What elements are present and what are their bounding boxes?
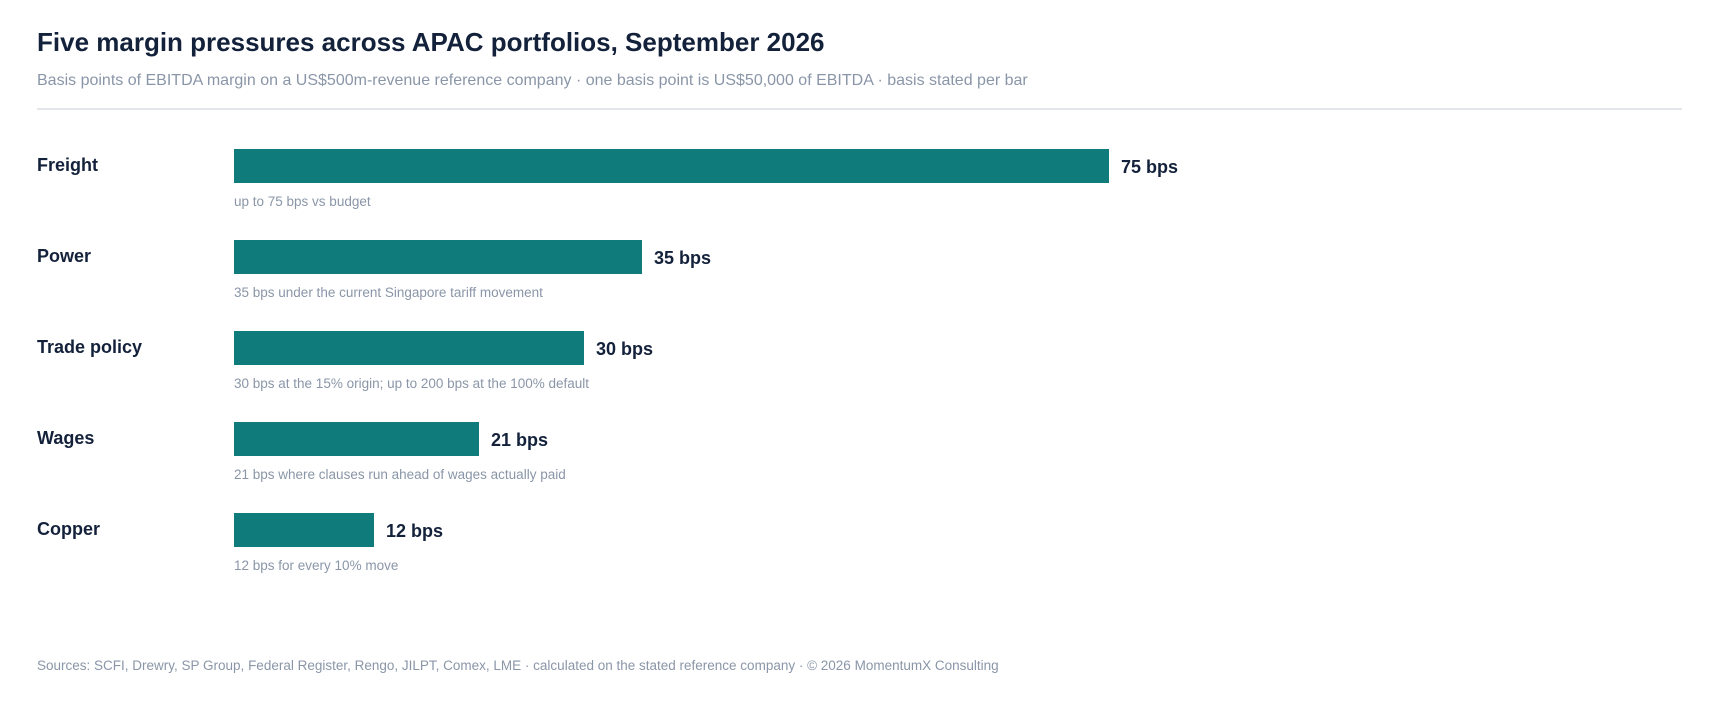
- bar-note: 30 bps at the 15% origin; up to 200 bps …: [234, 376, 590, 391]
- bar-note: 12 bps for every 10% move: [234, 558, 399, 573]
- chart-title: Five margin pressures across APAC portfo…: [37, 27, 825, 57]
- chart-subtitle: Basis points of EBITDA margin on a US$50…: [37, 72, 1028, 89]
- bar-note: up to 75 bps vs budget: [234, 194, 371, 209]
- bar-row-trade-policy: Trade policy 30 bps 30 bps at the 15% orig…: [0, 331, 1719, 411]
- bar-row-power: Power 35 bps 35 bps under the current Sing…: [0, 240, 1719, 320]
- value-label: 75 bps: [1121, 157, 1179, 177]
- category-label: Wages: [37, 428, 95, 448]
- category-label: Trade policy: [37, 337, 143, 357]
- value-label: 12 bps: [386, 521, 444, 541]
- bar-trade-policy: [234, 331, 584, 365]
- value-label: 30 bps: [596, 339, 654, 359]
- source-footnote: Sources: SCFI, Drewry, SP Group, Federal…: [37, 658, 999, 673]
- value-label: 35 bps: [654, 248, 712, 268]
- bar-track: 12 bps: [234, 513, 1109, 547]
- header-divider: [37, 108, 1682, 110]
- bar-track: 30 bps: [234, 331, 1109, 365]
- bar-freight: [234, 149, 1109, 183]
- category-label: Power: [37, 246, 92, 266]
- value-label: 21 bps: [491, 430, 549, 450]
- category-label: Copper: [37, 519, 100, 539]
- bar-track: 75 bps: [234, 149, 1178, 183]
- bar-row-copper: Copper 12 bps 12 bps for every 10% move: [0, 513, 1719, 593]
- bar-row-wages: Wages 21 bps 21 bps where clauses run ahea…: [0, 422, 1719, 502]
- bar-track: 35 bps: [234, 240, 1109, 274]
- bar-note: 21 bps where clauses run ahead of wages …: [234, 467, 566, 482]
- bar-row-freight: Freight 75 bps up to 75 bps vs budget: [0, 149, 1719, 229]
- bar-track: 21 bps: [234, 422, 1109, 456]
- category-label: Freight: [37, 155, 98, 175]
- bar-copper: [234, 513, 374, 547]
- bar-wages: [234, 422, 479, 456]
- bar-power: [234, 240, 642, 274]
- bar-note: 35 bps under the current Singapore tarif…: [234, 285, 543, 300]
